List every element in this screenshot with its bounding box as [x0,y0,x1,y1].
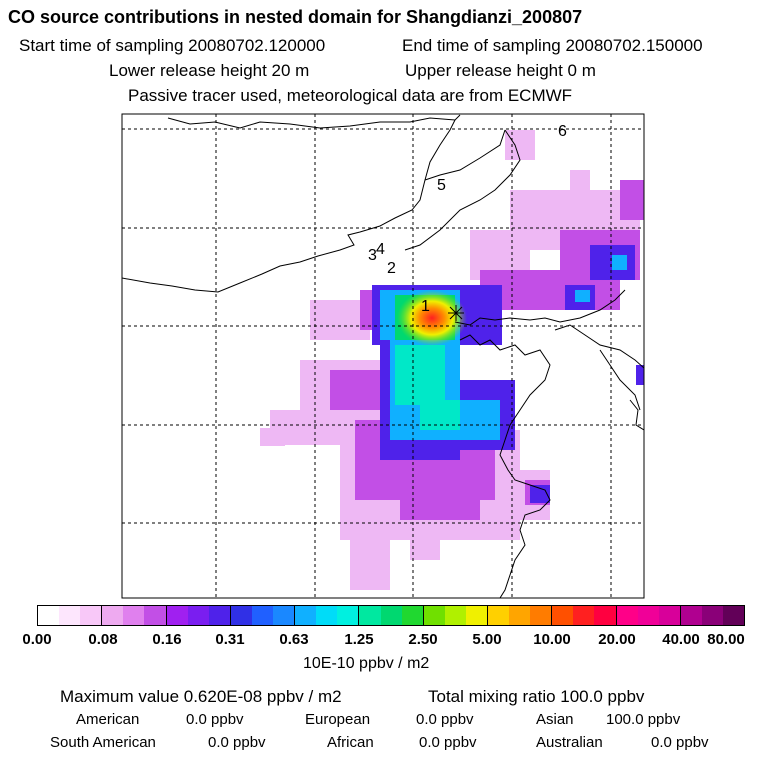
source-european-value: 0.0 ppbv [416,711,474,728]
source-asian-value: 100.0 ppbv [606,711,681,728]
peak-contribution-area [397,290,467,346]
colorbar-swatch [552,606,574,625]
colorbar-swatch [465,606,488,625]
colorbar-swatch [144,606,167,625]
colorbar-units: 10E-10 ppbv / m2 [303,655,430,672]
source-american-name: American [76,711,140,728]
tracer-note: Passive tracer used, meteorological data… [128,86,573,105]
trajectory-point-1: 1 [421,298,430,315]
colorbar-swatch [273,606,296,625]
source-african-name: African [327,734,374,751]
colorbar-swatch [723,606,745,625]
colorbar-swatch [187,606,209,625]
source-african-value: 0.0 ppbv [419,734,477,751]
colorbar-tick: 5.00 [472,631,502,648]
colorbar-swatch [487,606,510,625]
colorbar-tick: 1.25 [344,631,374,648]
colorbar-swatch [123,606,145,625]
trajectory-point-6: 6 [558,123,567,140]
colorbar-tick: 20.00 [598,631,636,648]
colorbar-swatch [38,606,60,625]
map-frame [121,113,645,599]
colorbar-swatch [295,606,317,625]
colorbar [37,605,745,626]
trajectory-point-2: 2 [387,260,396,277]
colorbar-tick: 40.00 [662,631,700,648]
high-area [395,345,460,430]
colorbar-swatch [337,606,360,625]
colorbar-swatch [102,606,124,625]
colorbar-swatch [166,606,188,625]
source-american-value: 0.0 ppbv [186,711,244,728]
start-time-label: Start time of sampling 20080702.120000 [19,36,326,55]
colorbar-swatch [380,606,402,625]
trajectory-point-4: 4 [376,241,385,258]
receptor-marker [448,305,464,321]
source-australian-value: 0.0 ppbv [651,734,709,751]
trajectory-point-3: 3 [368,247,377,264]
colorbar-tick: 10.00 [533,631,571,648]
colorbar-swatch [208,606,231,625]
trajectory-labels: 1 2 3 4 5 6 [368,123,567,315]
source-australian-name: Australian [536,734,603,751]
colorbar-swatch [59,606,81,625]
source-european-name: European [305,711,371,728]
source-south-american-name: South American [50,734,156,751]
trajectory-point-5: 5 [437,177,446,194]
colorbar-swatch [637,606,659,625]
colorbar-tick: 0.16 [152,631,182,648]
colorbar-swatch [316,606,338,625]
colorbar-swatch [573,606,595,625]
coastlines [122,114,644,598]
upper-release-label: Upper release height 0 m [405,61,596,80]
colorbar-swatch [658,606,681,625]
colorbar-swatch [80,606,103,625]
colorbar-swatch [401,606,424,625]
colorbar-swatch [230,606,252,625]
colorbar-swatch [594,606,617,625]
colorbar-tick: 0.31 [215,631,245,648]
colorbar-swatch [509,606,531,625]
plot-title: CO source contributions in nested domain… [8,7,583,27]
colorbar-tick: 2.50 [408,631,438,648]
colorbar-swatch [680,606,702,625]
lat-lon-grid [122,114,644,598]
lower-release-label: Lower release height 20 m [109,61,310,80]
colorbar-swatch [359,606,381,625]
colorbar-swatch [701,606,723,625]
colorbar-swatch [530,606,553,625]
colorbar-swatch [444,606,466,625]
colorbar-tick: 0.63 [279,631,309,648]
colorbar-swatch [616,606,638,625]
maximum-value: Maximum value 0.620E-08 ppbv / m2 [60,687,342,706]
source-asian-name: Asian [536,711,574,728]
total-mixing-ratio: Total mixing ratio 100.0 ppbv [428,687,645,706]
concentration-field [260,130,644,590]
colorbar-swatch [251,606,274,625]
colorbar-tick: 0.08 [88,631,118,648]
end-time-label: End time of sampling 20080702.150000 [402,36,703,55]
colorbar-tick: 80.00 [707,631,745,648]
colorbar-swatch [423,606,445,625]
colorbar-tick: 0.00 [22,631,52,648]
source-south-american-value: 0.0 ppbv [208,734,266,751]
